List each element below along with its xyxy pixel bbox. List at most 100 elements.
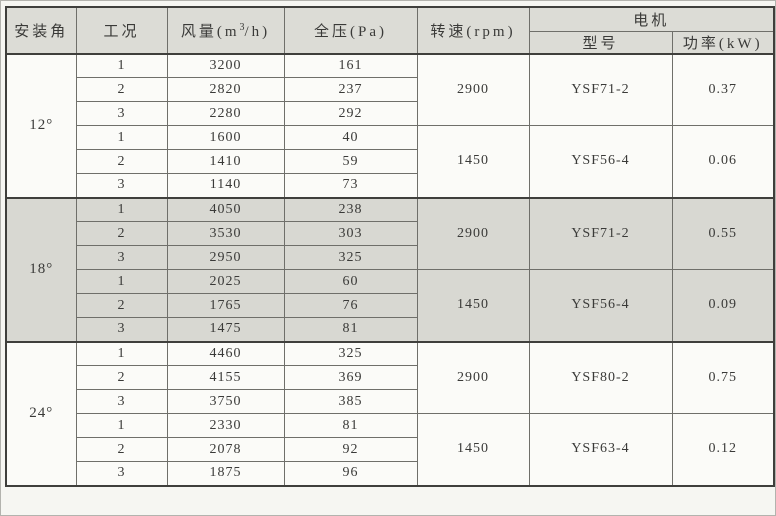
cell-airflow: 1765 <box>166 293 285 318</box>
table-row: 2 4155 369 <box>6 365 774 390</box>
table-row: 3 1875 96 <box>6 461 774 486</box>
header-condition: 工况 <box>75 6 168 54</box>
cell-airflow: 3200 <box>166 52 285 78</box>
table-row: 1 2330 81 1450 YSF63-4 0.12 <box>6 413 775 486</box>
cell-airflow: 1410 <box>166 149 285 174</box>
cell-pressure: 81 <box>283 413 418 438</box>
cell-pressure: 92 <box>283 437 418 462</box>
cell-pressure: 385 <box>283 389 418 414</box>
cell-airflow: 1600 <box>166 125 285 150</box>
cell-condition: 1 <box>75 269 168 294</box>
cell-pressure: 59 <box>283 149 418 174</box>
header-airflow-sup: 3 <box>239 21 245 33</box>
header-airflow-pre: 风量(m <box>180 23 240 40</box>
cell-airflow: 1140 <box>166 173 285 198</box>
cell-model: YSF56-4 <box>528 269 673 342</box>
cell-airflow: 4050 <box>166 196 285 222</box>
cell-airflow: 3530 <box>166 221 285 246</box>
table-row: 2 1410 59 <box>6 149 774 174</box>
fan-spec-table: 安装角 工况 风量(m3/h) 全压(Pa) 转速(rpm) 电机 型号 功率(… <box>5 6 776 487</box>
cell-pressure: 369 <box>283 365 418 390</box>
cell-speed: 2900 <box>416 196 530 270</box>
cell-airflow: 2280 <box>166 101 285 126</box>
cell-model: YSF56-4 <box>528 125 673 198</box>
cell-power: 0.12 <box>671 413 775 486</box>
cell-pressure: 76 <box>283 293 418 318</box>
cell-condition: 1 <box>75 125 168 150</box>
cell-pressure: 303 <box>283 221 418 246</box>
cell-airflow: 2820 <box>166 77 285 102</box>
cell-power: 0.37 <box>671 52 775 126</box>
cell-pressure: 325 <box>283 340 418 366</box>
header-speed: 转速(rpm) <box>416 6 530 54</box>
cell-pressure: 238 <box>283 196 418 222</box>
cell-model: YSF63-4 <box>528 413 673 486</box>
header-row-main: 安装角 工况 风量(m3/h) 全压(Pa) 转速(rpm) 电机 <box>5 6 775 54</box>
cell-condition: 3 <box>75 317 168 342</box>
cell-pressure: 292 <box>283 101 418 126</box>
cell-airflow: 2950 <box>166 245 285 270</box>
cell-condition: 3 <box>75 173 168 198</box>
cell-condition: 1 <box>75 52 168 78</box>
header-power: 功率(kW) <box>671 30 775 54</box>
cell-airflow: 2078 <box>166 437 285 462</box>
cell-pressure: 96 <box>283 461 418 486</box>
cell-power: 0.75 <box>671 340 775 414</box>
header-airflow: 风量(m3/h) <box>166 6 285 54</box>
header-model: 型号 <box>528 30 673 54</box>
table-row: 12° 1 3200 161 2900 YSF71-2 0.37 <box>5 52 775 198</box>
cell-speed: 1450 <box>416 269 530 342</box>
cell-condition: 2 <box>75 293 168 318</box>
cell-pressure: 40 <box>283 125 418 150</box>
cell-angle: 18° <box>5 196 77 342</box>
cell-condition: 3 <box>75 389 168 414</box>
cell-condition: 3 <box>75 245 168 270</box>
header-airflow-post: /h) <box>244 23 271 40</box>
cell-condition: 2 <box>75 365 168 390</box>
cell-airflow: 2025 <box>166 269 285 294</box>
table-row: 3 2950 325 <box>6 245 774 270</box>
cell-airflow: 4155 <box>166 365 285 390</box>
cell-condition: 1 <box>75 340 168 366</box>
cell-airflow: 3750 <box>166 389 285 414</box>
cell-model: YSF71-2 <box>528 52 673 126</box>
cell-pressure: 81 <box>283 317 418 342</box>
cell-condition: 2 <box>75 437 168 462</box>
cell-speed: 2900 <box>416 340 530 414</box>
cell-pressure: 325 <box>283 245 418 270</box>
cell-pressure: 73 <box>283 173 418 198</box>
cell-angle: 24° <box>5 340 77 486</box>
cell-model: YSF71-2 <box>528 196 673 270</box>
cell-airflow: 4460 <box>166 340 285 366</box>
cell-model: YSF80-2 <box>528 340 673 414</box>
cell-condition: 1 <box>75 196 168 222</box>
cell-power: 0.55 <box>671 196 775 270</box>
table-row: 18° 1 4050 238 2900 YSF71-2 0.55 <box>5 196 775 342</box>
cell-pressure: 60 <box>283 269 418 294</box>
cell-power: 0.06 <box>671 125 775 198</box>
header-motor: 电机 <box>528 6 775 32</box>
table-row: 3 1140 73 <box>6 173 774 198</box>
cell-angle: 12° <box>5 52 77 198</box>
cell-condition: 2 <box>75 77 168 102</box>
header-angle: 安装角 <box>5 6 77 54</box>
table-row: 24° 1 4460 325 2900 YSF80-2 0.75 <box>5 340 775 486</box>
cell-speed: 1450 <box>416 125 530 198</box>
cell-pressure: 237 <box>283 77 418 102</box>
cell-condition: 1 <box>75 413 168 438</box>
table-body: 12° 1 3200 161 2900 YSF71-2 0.37 2 2820 … <box>5 52 775 486</box>
cell-condition: 3 <box>75 461 168 486</box>
cell-condition: 2 <box>75 149 168 174</box>
cell-pressure: 161 <box>283 52 418 78</box>
cell-airflow: 1875 <box>166 461 285 486</box>
table-row: 1 2025 60 1450 YSF56-4 0.09 <box>6 269 775 342</box>
cell-airflow: 2330 <box>166 413 285 438</box>
cell-speed: 2900 <box>416 52 530 126</box>
cell-airflow: 1475 <box>166 317 285 342</box>
cell-condition: 3 <box>75 101 168 126</box>
header-pressure: 全压(Pa) <box>283 6 418 54</box>
table-row: 3 2280 292 <box>6 101 774 126</box>
cell-power: 0.09 <box>671 269 775 342</box>
table-header: 安装角 工况 风量(m3/h) 全压(Pa) 转速(rpm) 电机 型号 功率(… <box>5 6 775 54</box>
header-row-sub: 型号 功率(kW) <box>6 30 775 54</box>
